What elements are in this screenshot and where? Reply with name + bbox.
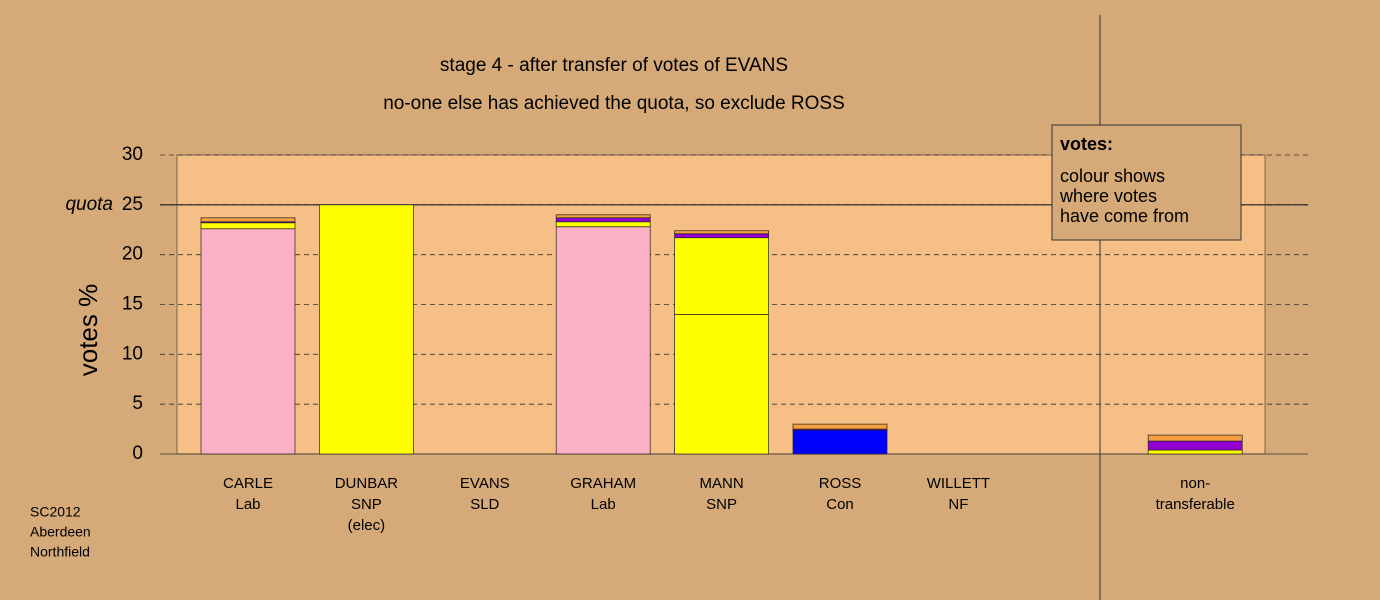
y-axis-label: votes % [73, 284, 103, 377]
x-tick-label: GRAHAM [570, 475, 636, 492]
chart-title: stage 4 - after transfer of votes of EVA… [440, 55, 788, 76]
x-tick-label: (elec) [348, 517, 386, 534]
bar-segment [792, 429, 888, 455]
legend-box: votes: colour shows where votes have com… [1051, 124, 1242, 241]
bar-segment [674, 314, 769, 455]
x-tick-label: EVANS [460, 475, 510, 492]
legend-title: votes: [1060, 134, 1113, 154]
x-tick-label: MANN [700, 475, 744, 492]
x-tick-label: ROSS [819, 475, 862, 492]
y-tick-label: 10 [122, 343, 143, 364]
footer-line: SC2012 [30, 504, 81, 520]
x-tick-label: SNP [706, 496, 737, 513]
bar-segment [319, 204, 414, 455]
footer-line: Northfield [30, 544, 90, 560]
bar-segment [555, 217, 651, 223]
bar-segment [792, 423, 888, 430]
bar-segment [555, 226, 651, 455]
bar-segment [1147, 440, 1243, 451]
y-tick-label: 15 [122, 294, 143, 315]
bar-segment [555, 221, 651, 228]
footer-line: Aberdeen [30, 524, 91, 540]
x-tick-label: NF [948, 496, 968, 513]
x-tick-label: DUNBAR [335, 475, 399, 492]
x-tick-label: Lab [235, 496, 260, 513]
x-tick-label: transferable [1156, 496, 1235, 513]
legend-frame [1051, 124, 1242, 241]
y-tick-label: 30 [122, 144, 143, 165]
x-tick-label: SLD [470, 496, 499, 513]
x-tick-label: SNP [351, 496, 382, 513]
bar-segment [200, 228, 296, 455]
x-tick-label: Lab [591, 496, 616, 513]
bar-segment [674, 230, 769, 235]
bar-segment [674, 233, 769, 239]
bar-segment [200, 222, 296, 230]
chart-subtitle: no-one else has achieved the quota, so e… [383, 93, 845, 114]
legend-line: colour shows [1060, 166, 1165, 186]
legend-line: have come from [1060, 206, 1189, 226]
y-tick-label: 0 [132, 443, 143, 464]
bar-segment [1147, 434, 1243, 442]
bar-segment [674, 237, 769, 315]
y-tick-label: 25 [122, 194, 143, 215]
legend-line: where votes [1059, 186, 1157, 206]
x-tick-label: CARLE [223, 475, 273, 492]
bar-segment [200, 217, 296, 223]
bar-segment [1147, 449, 1243, 455]
quota-label: quota [65, 194, 113, 215]
y-tick-label: 20 [122, 244, 143, 265]
y-tick-label: 5 [132, 393, 143, 414]
bar-segment [555, 214, 651, 219]
x-tick-label: Con [826, 496, 854, 513]
x-tick-label: WILLETT [927, 475, 990, 492]
x-tick-label: non- [1180, 475, 1210, 492]
